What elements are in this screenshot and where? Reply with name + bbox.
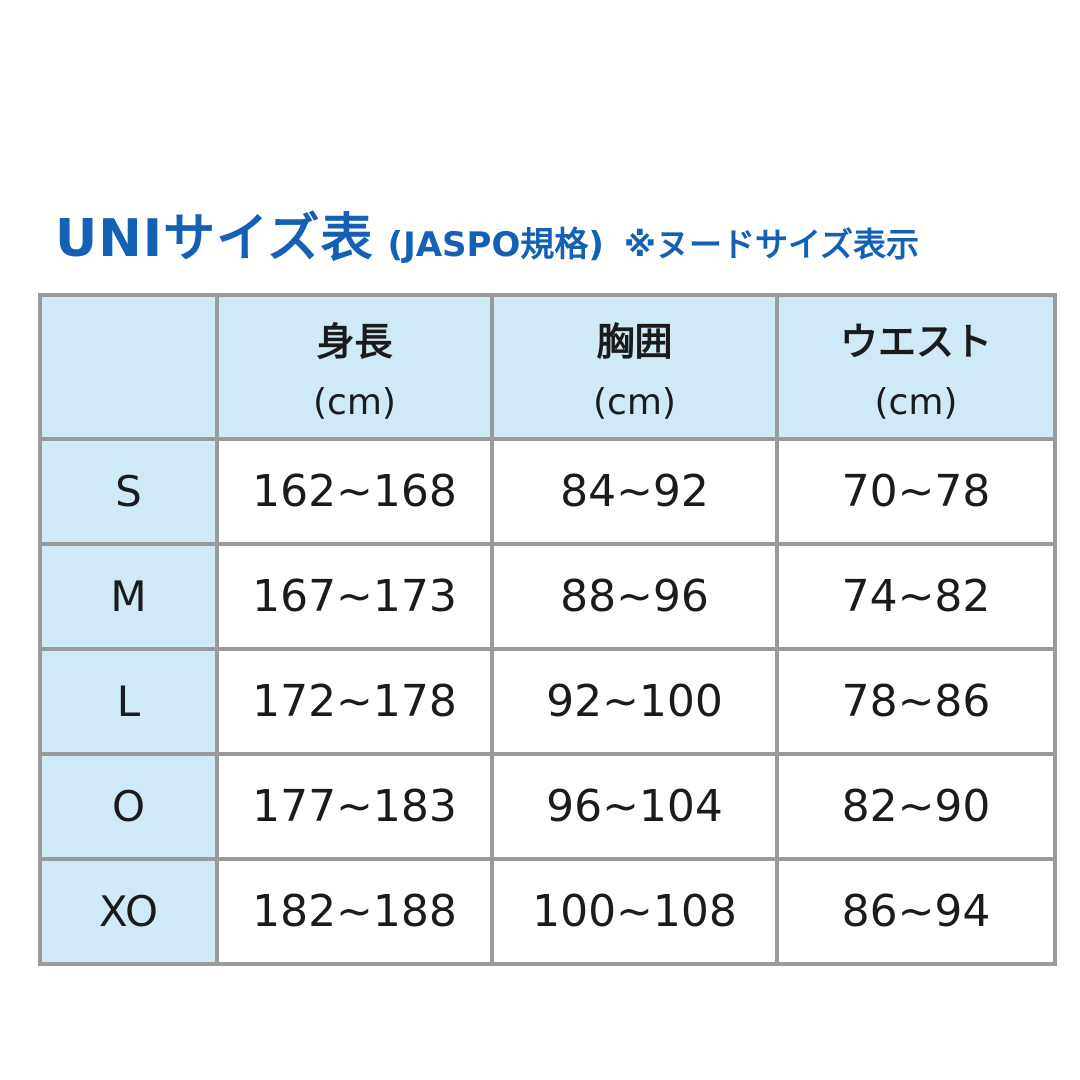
size-label: XO [38, 857, 219, 966]
size-label: S [38, 437, 219, 546]
table-row-l: L 172~178 92~100 78~86 [38, 647, 1057, 756]
height-value: 182~188 [215, 857, 494, 966]
column-label-chest: 胸囲 [596, 320, 673, 364]
waist-value: 78~86 [775, 647, 1057, 756]
title-main: UNIサイズ表 [55, 209, 374, 269]
table-row-xo: XO 182~188 100~108 86~94 [38, 857, 1057, 966]
chest-value: 96~104 [490, 752, 779, 861]
column-header-chest: 胸囲 (cm) [490, 293, 779, 441]
page-title: UNIサイズ表 (JASPO規格) ※ヌードサイズ表示 [55, 196, 919, 271]
height-value: 177~183 [215, 752, 494, 861]
waist-value: 82~90 [775, 752, 1057, 861]
chest-value: 88~96 [490, 542, 779, 651]
waist-value: 74~82 [775, 542, 1057, 651]
corner-cell [38, 293, 219, 441]
column-unit-chest: (cm) [593, 382, 676, 423]
height-value: 167~173 [215, 542, 494, 651]
size-label: O [38, 752, 219, 861]
column-unit-waist: (cm) [874, 382, 958, 423]
title-nude-size-note: ※ヌードサイズ表示 [623, 225, 919, 264]
column-label-waist: ウエスト [839, 320, 992, 364]
height-value: 162~168 [215, 437, 494, 546]
size-label: L [38, 647, 219, 756]
title-standard-note: (JASPO規格) [387, 225, 604, 265]
uni-size-table: 身長 (cm) 胸囲 (cm) ウエスト (cm) [38, 293, 1057, 966]
table-row-m: M 167~173 88~96 74~82 [38, 542, 1057, 651]
height-value: 172~178 [215, 647, 494, 756]
table-header-row: 身長 (cm) 胸囲 (cm) ウエスト (cm) [38, 293, 1057, 441]
table-row-s: S 162~168 84~92 70~78 [38, 437, 1057, 546]
waist-value: 70~78 [775, 437, 1057, 546]
waist-value: 86~94 [775, 857, 1057, 966]
size-label: M [38, 542, 219, 651]
table-row-o: O 177~183 96~104 82~90 [38, 752, 1057, 861]
chest-value: 84~92 [490, 437, 779, 546]
column-header-waist: ウエスト (cm) [775, 293, 1057, 441]
column-label-height: 身長 [316, 320, 393, 364]
column-unit-height: (cm) [313, 382, 396, 423]
chest-value: 100~108 [490, 857, 779, 966]
chest-value: 92~100 [490, 647, 779, 756]
column-header-height: 身長 (cm) [215, 293, 494, 441]
